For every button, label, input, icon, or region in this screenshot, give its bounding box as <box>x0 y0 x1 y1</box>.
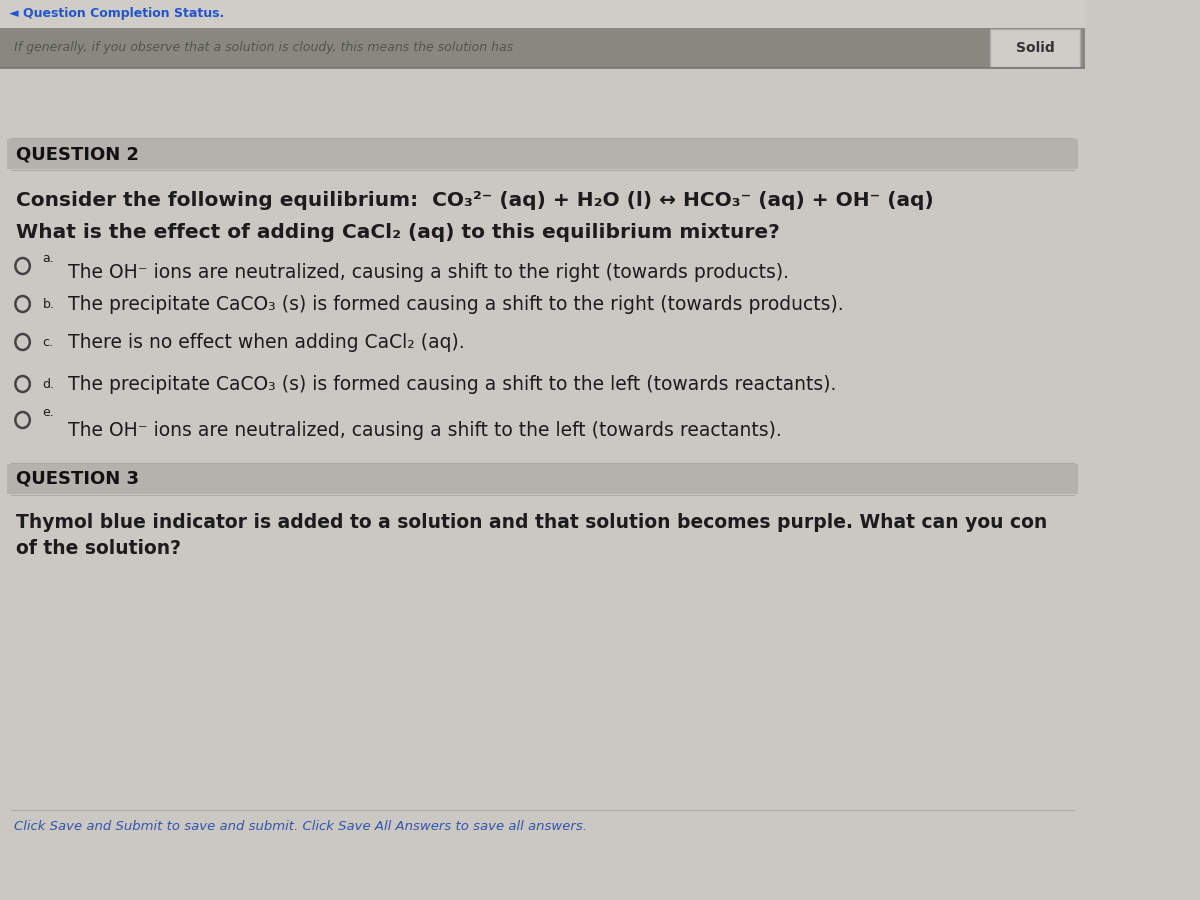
Text: Thymol blue indicator is added to a solution and that solution becomes purple. W: Thymol blue indicator is added to a solu… <box>17 514 1048 533</box>
Text: Solid: Solid <box>1015 41 1055 55</box>
Text: c.: c. <box>42 336 54 348</box>
Text: The precipitate CaCO₃ (s) is formed causing a shift to the right (towards produc: The precipitate CaCO₃ (s) is formed caus… <box>67 294 844 313</box>
Text: What is the effect of adding CaCl₂ (aq) to this equilibrium mixture?: What is the effect of adding CaCl₂ (aq) … <box>17 223 780 242</box>
Text: ◄ Question Completion Status.: ◄ Question Completion Status. <box>10 7 224 21</box>
Text: d.: d. <box>42 377 54 391</box>
Text: e.: e. <box>42 407 54 419</box>
Text: Consider the following equilibrium:  CO₃²⁻ (aq) + H₂O (l) ↔ HCO₃⁻ (aq) + OH⁻ (aq: Consider the following equilibrium: CO₃²… <box>17 191 934 210</box>
Text: If generally, if you observe that a solution is cloudy, this means the solution : If generally, if you observe that a solu… <box>13 41 512 55</box>
FancyBboxPatch shape <box>7 464 1078 494</box>
FancyBboxPatch shape <box>990 29 1080 67</box>
FancyBboxPatch shape <box>0 28 1085 68</box>
Text: The precipitate CaCO₃ (s) is formed causing a shift to the left (towards reactan: The precipitate CaCO₃ (s) is formed caus… <box>67 374 836 393</box>
Text: The OH⁻ ions are neutralized, causing a shift to the left (towards reactants).: The OH⁻ ions are neutralized, causing a … <box>67 420 781 439</box>
Text: QUESTION 3: QUESTION 3 <box>17 470 139 488</box>
Text: The OH⁻ ions are neutralized, causing a shift to the right (towards products).: The OH⁻ ions are neutralized, causing a … <box>67 264 788 283</box>
Text: a.: a. <box>42 253 54 266</box>
FancyBboxPatch shape <box>7 139 1078 169</box>
Text: of the solution?: of the solution? <box>17 538 181 557</box>
Text: There is no effect when adding CaCl₂ (aq).: There is no effect when adding CaCl₂ (aq… <box>67 332 464 352</box>
Text: b.: b. <box>42 298 54 310</box>
FancyBboxPatch shape <box>0 0 1085 28</box>
Text: QUESTION 2: QUESTION 2 <box>17 145 139 163</box>
Text: Click Save and Submit to save and submit. Click Save All Answers to save all ans: Click Save and Submit to save and submit… <box>13 821 587 833</box>
